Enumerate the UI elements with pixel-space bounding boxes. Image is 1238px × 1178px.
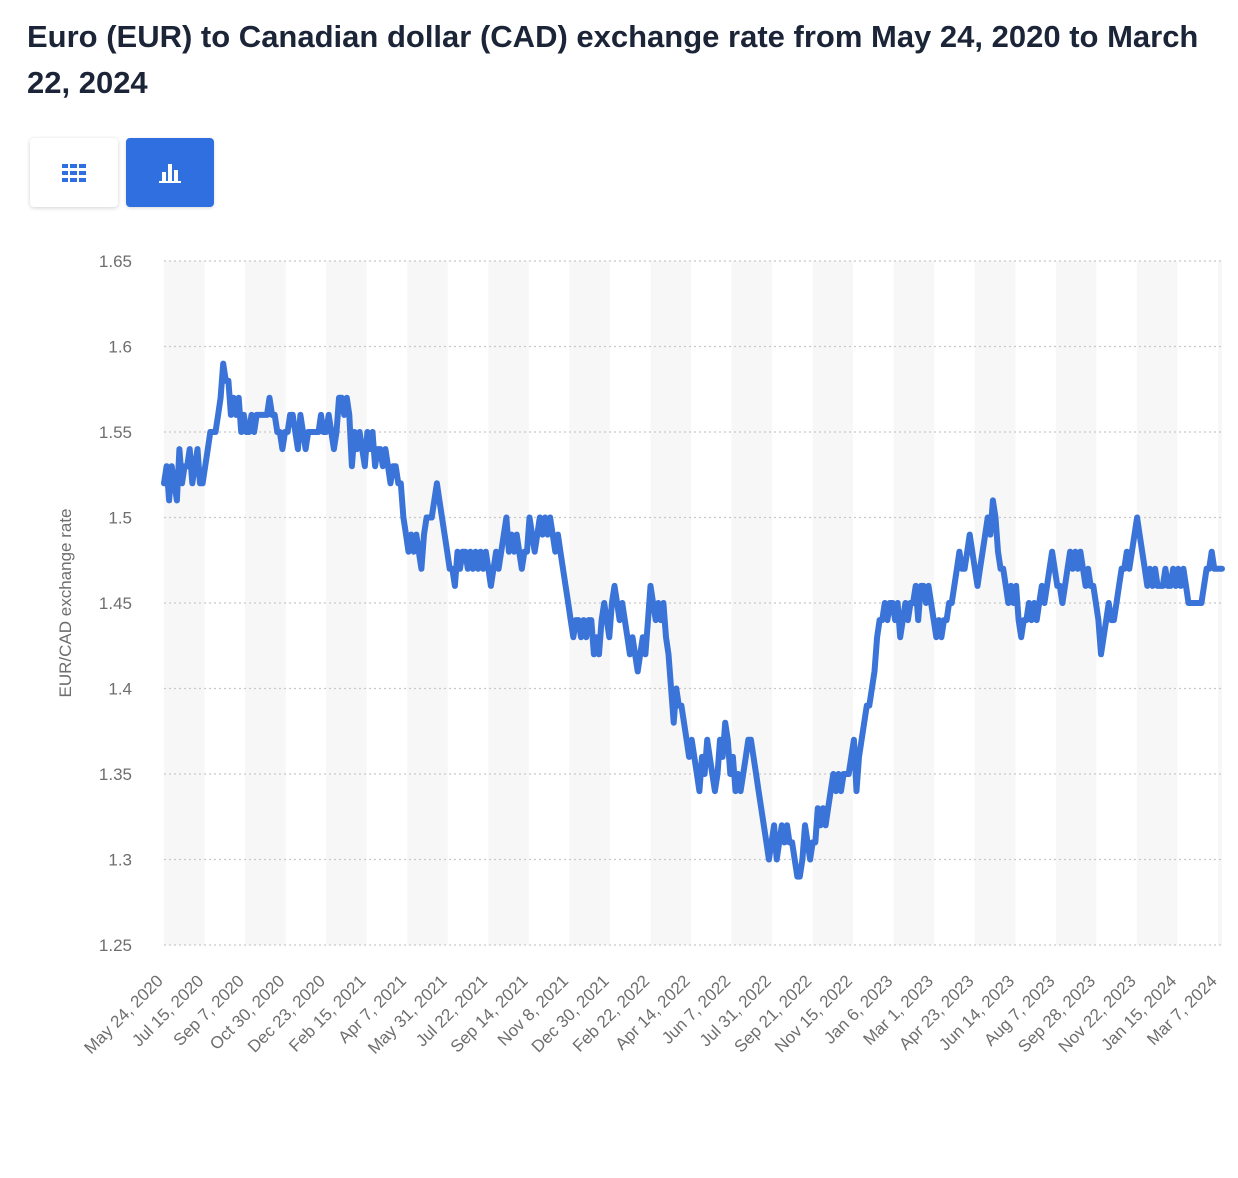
chart-title: Euro (EUR) to Canadian dollar (CAD) exch… bbox=[27, 19, 1199, 100]
series-layer bbox=[161, 360, 1225, 880]
y-tick-label: 1.6 bbox=[108, 338, 132, 357]
y-tick-label: 1.25 bbox=[99, 936, 132, 955]
y-tick-label: 1.3 bbox=[108, 851, 132, 870]
bar-chart-icon bbox=[159, 163, 181, 183]
table-view-button[interactable] bbox=[30, 138, 118, 207]
background-band bbox=[812, 261, 854, 945]
chart-view-button[interactable] bbox=[126, 138, 214, 207]
y-tick-label: 1.4 bbox=[108, 680, 132, 699]
y-tick-label: 1.45 bbox=[99, 594, 132, 613]
table-grid-icon bbox=[62, 163, 86, 182]
gridlines bbox=[164, 260, 1222, 946]
y-tick-label: 1.5 bbox=[108, 509, 132, 528]
series-line bbox=[161, 360, 1225, 880]
y-tick-label: 1.55 bbox=[99, 423, 132, 442]
background-band bbox=[1136, 261, 1178, 945]
y-tick-label: 1.65 bbox=[99, 252, 132, 271]
line-chart: 1.25 1.3 1.35 1.4 1.45 1.5 1.55 1.6 1.65 May 24,… bbox=[56, 252, 1225, 1058]
y-axis-ticks: 1.25 1.3 1.35 1.4 1.45 1.5 1.55 1.6 1.65 bbox=[99, 252, 132, 955]
background-band bbox=[407, 261, 448, 945]
y-axis-title: EUR/CAD exchange rate bbox=[56, 509, 75, 698]
y-tick-label: 1.35 bbox=[99, 765, 132, 784]
